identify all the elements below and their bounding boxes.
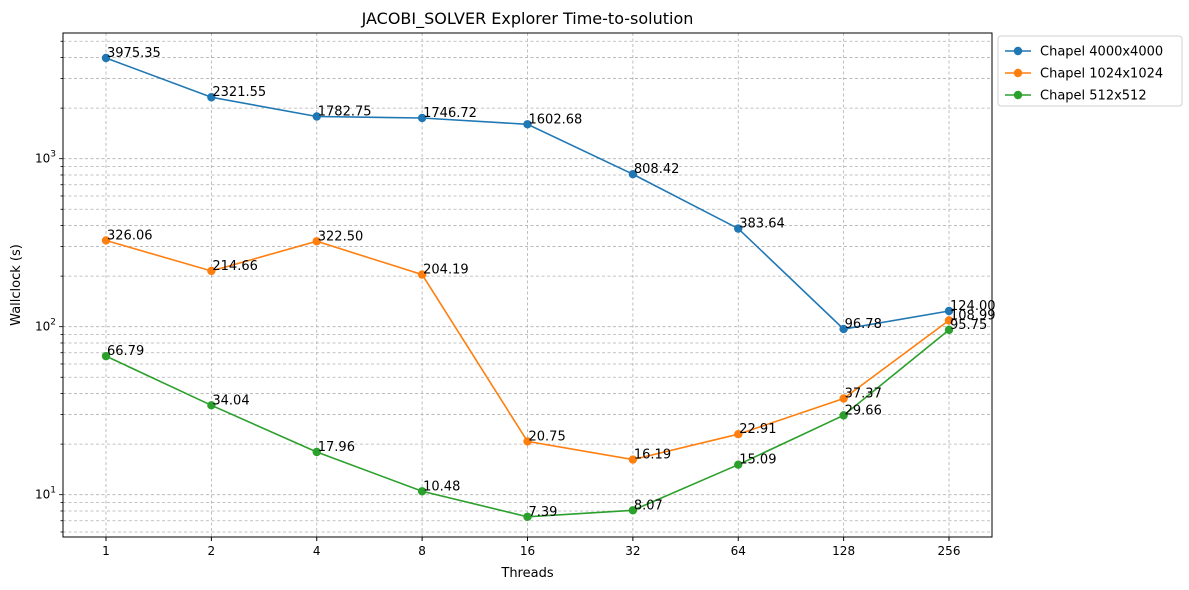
data-label: 1602.68 xyxy=(529,112,583,127)
y-axis-label: Wallclock (s) xyxy=(9,244,24,326)
x-tick-label: 1 xyxy=(102,544,110,558)
data-point xyxy=(734,460,743,469)
data-point xyxy=(944,325,954,335)
data-label: 214.66 xyxy=(212,259,258,274)
data-point xyxy=(944,306,954,316)
data-point xyxy=(312,447,321,457)
data-point xyxy=(628,170,638,179)
data-label: 204.19 xyxy=(423,263,469,278)
data-labels: 3975.35 2321.55 1782.75 1746.72 1602.68 808.4… xyxy=(107,46,996,520)
x-tick-label: 16 xyxy=(520,544,535,558)
data-point xyxy=(839,394,848,403)
data-point xyxy=(207,266,216,276)
x-axis-label: Threads xyxy=(500,566,553,581)
data-point xyxy=(101,351,111,361)
data-point xyxy=(417,113,427,123)
data-point xyxy=(207,401,216,410)
legend-label: Chapel 1024x1024 xyxy=(1040,67,1163,82)
legend-marker xyxy=(1013,46,1023,56)
data-label: 17.96 xyxy=(318,440,355,455)
data-point xyxy=(523,120,532,129)
data-label: 326.06 xyxy=(107,228,153,243)
data-point xyxy=(628,506,638,515)
x-tick-label: 128 xyxy=(832,544,855,558)
data-label: 29.66 xyxy=(845,403,882,418)
grid-lines xyxy=(63,33,992,537)
data-point xyxy=(417,270,427,279)
data-label: 3975.35 xyxy=(107,46,161,61)
data-point xyxy=(944,316,954,325)
x-tick-label: 64 xyxy=(731,544,746,558)
data-label: 1746.72 xyxy=(423,106,477,121)
legend-label: Chapel 512x512 xyxy=(1040,89,1147,104)
data-point xyxy=(523,512,532,521)
data-label: 383.64 xyxy=(739,217,785,232)
data-label: 2321.55 xyxy=(212,85,266,100)
data-label: 37.37 xyxy=(845,387,882,402)
data-point xyxy=(839,411,848,420)
legend-box xyxy=(997,35,1183,107)
data-label: 66.79 xyxy=(107,344,144,359)
data-label: 20.75 xyxy=(529,429,566,444)
data-point xyxy=(628,455,638,464)
x-tick-label: 8 xyxy=(418,544,426,558)
plot-frame xyxy=(62,32,993,538)
legend-marker xyxy=(1013,68,1023,78)
legend: Chapel 4000x4000 Chapel 1024x1024 Chapel 5… xyxy=(997,35,1183,107)
y-tick-label: 101 xyxy=(35,486,56,502)
data-label: 1782.75 xyxy=(318,105,372,120)
legend-marker xyxy=(1013,90,1023,100)
data-point xyxy=(101,236,111,245)
data-point xyxy=(312,112,321,121)
chart-title: JACOBI_SOLVER Explorer Time-to-solution xyxy=(361,9,694,29)
data-point xyxy=(312,237,321,246)
data-label: 322.50 xyxy=(318,229,364,244)
data-label: 95.75 xyxy=(950,318,987,333)
x-tick-label: 4 xyxy=(313,544,321,558)
data-label: 8.07 xyxy=(634,498,663,513)
data-label: 16.19 xyxy=(634,448,671,463)
data-point xyxy=(734,224,743,233)
axes: 1 2 4 8 16 32 64 128 256 101 102 103 xyxy=(35,32,993,558)
data-label: 22.91 xyxy=(739,422,776,437)
data-label: 34.04 xyxy=(212,393,249,408)
data-label: 96.78 xyxy=(845,317,882,332)
x-tick-label: 2 xyxy=(208,544,216,558)
legend-label: Chapel 4000x4000 xyxy=(1040,45,1163,60)
data-point xyxy=(839,324,848,334)
x-tick-label: 256 xyxy=(938,544,961,558)
series-group xyxy=(101,53,954,521)
data-point xyxy=(417,487,427,496)
y-tick-label: 103 xyxy=(35,150,56,166)
data-label: 124.00 xyxy=(950,299,996,314)
data-label: 10.48 xyxy=(423,479,460,494)
data-point xyxy=(101,53,111,63)
data-label: 108.99 xyxy=(950,308,996,323)
data-point xyxy=(523,437,532,446)
data-label: 7.39 xyxy=(529,505,558,520)
y-tick-label: 102 xyxy=(35,318,56,334)
data-point xyxy=(734,430,743,439)
data-label: 808.42 xyxy=(634,162,680,177)
x-tick-label: 32 xyxy=(625,544,640,558)
data-point xyxy=(207,93,216,102)
data-label: 15.09 xyxy=(739,453,776,468)
